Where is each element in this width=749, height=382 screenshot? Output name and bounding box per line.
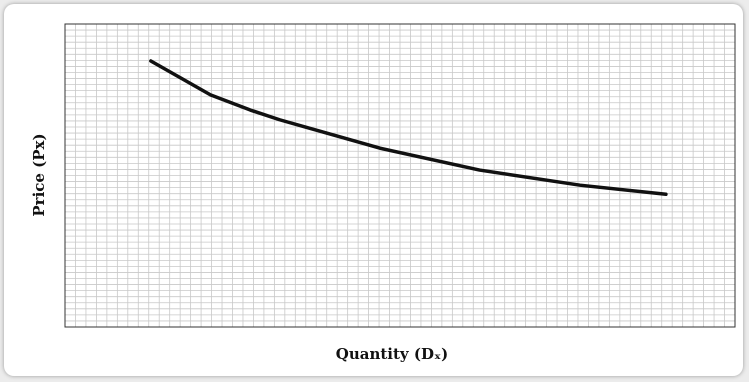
plot-frame bbox=[64, 23, 736, 328]
demand-curve bbox=[149, 59, 668, 197]
y-axis-label: Price (Px) bbox=[30, 133, 48, 216]
x-axis-label: Quantity (Dₓ) bbox=[336, 345, 448, 363]
